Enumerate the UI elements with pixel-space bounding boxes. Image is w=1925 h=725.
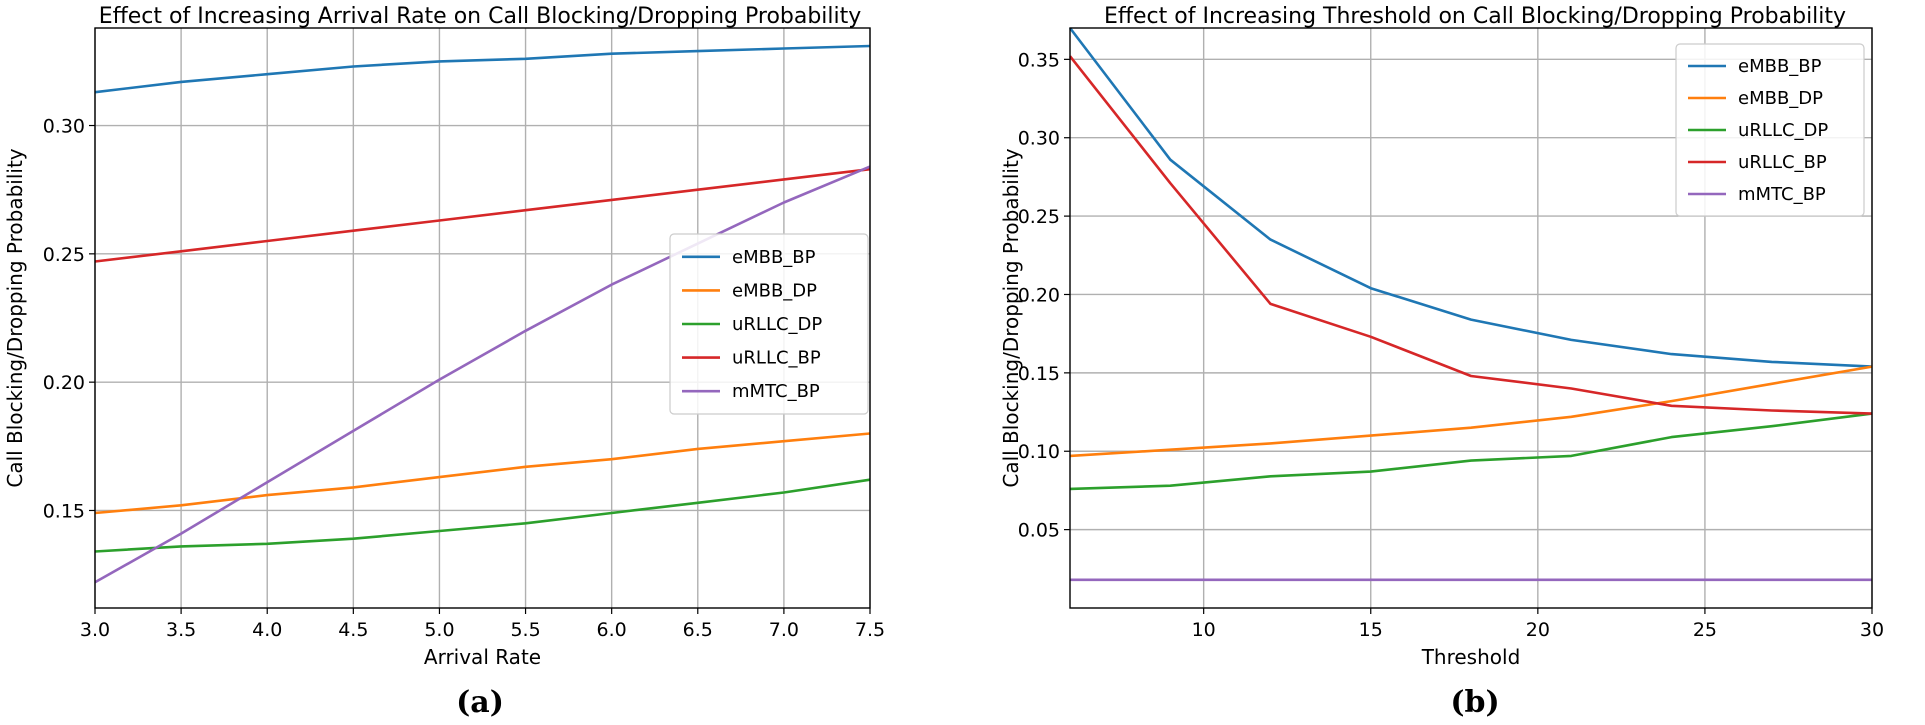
y-tick-label: 0.05 <box>1018 520 1060 542</box>
x-axis-label: Arrival Rate <box>424 645 541 669</box>
x-tick-label: 7.5 <box>855 619 885 641</box>
series-line-eMBB_BP <box>1068 27 1873 368</box>
figure-caption: (b) <box>1450 685 1499 720</box>
legend-label: eMBB_BP <box>732 247 816 268</box>
plot-frame <box>94 27 871 609</box>
plot-frame <box>1069 27 1873 609</box>
y-tick-label: 0.25 <box>43 244 85 266</box>
legend-label: uRLLC_DP <box>732 314 822 335</box>
legend-label: eMBB_BP <box>1738 56 1822 77</box>
x-tick-label: 6.0 <box>597 619 627 641</box>
series-line-uRLLC_DP <box>94 478 871 553</box>
y-tick-label: 0.15 <box>43 500 85 522</box>
x-tick-label: 10 <box>1192 619 1216 641</box>
legend-label: uRLLC_DP <box>1738 120 1828 141</box>
y-tick-label: 0.20 <box>1018 284 1060 306</box>
series-line-eMBB_DP <box>94 432 871 515</box>
series-line-mMTC_BP <box>94 165 871 584</box>
y-tick-label: 0.25 <box>1018 206 1060 228</box>
legend-label: uRLLC_BP <box>732 348 821 369</box>
series-line-eMBB_DP <box>1069 365 1873 458</box>
x-tick-label: 20 <box>1526 619 1550 641</box>
y-tick-label: 0.30 <box>43 116 85 138</box>
x-tick-label: 7.0 <box>769 619 799 641</box>
chart-title: Effect of Increasing Arrival Rate on Cal… <box>99 4 862 29</box>
y-tick-label: 0.30 <box>1018 128 1060 150</box>
y-axis-label: Call Blocking/Dropping Probability <box>3 148 27 487</box>
x-tick-label: 25 <box>1693 619 1717 641</box>
chart-title: Effect of Increasing Threshold on Call B… <box>1104 4 1846 29</box>
legend-label: uRLLC_BP <box>1738 152 1827 173</box>
y-tick-label: 0.15 <box>1018 363 1060 385</box>
x-tick-label: 30 <box>1860 619 1884 641</box>
x-tick-label: 15 <box>1359 619 1383 641</box>
legend-label: eMBB_DP <box>732 280 817 301</box>
series-line-uRLLC_BP <box>94 167 871 263</box>
x-axis-label: Threshold <box>1421 645 1521 669</box>
legend-box <box>1675 43 1865 217</box>
y-axis-label: Call Blocking/Dropping Probability <box>999 148 1023 487</box>
series-line-uRLLC_BP <box>1068 55 1873 415</box>
legend-label: mMTC_BP <box>1738 184 1826 205</box>
chart-b: 10 15 20 25 30 0.05 0.10 0.15 0.20 0.25 0.30 0.35 Ef… <box>999 4 1884 720</box>
chart-a: 3.0 3.5 4.0 4.5 5.0 5.5 6.0 6.5 7.0 7.5 0.15 0.20 0.… <box>3 4 885 720</box>
series-line-eMBB_BP <box>94 44 871 94</box>
y-tick-label: 0.35 <box>1018 49 1060 71</box>
series-line-uRLLC_DP <box>1069 412 1873 491</box>
x-tick-label: 5.5 <box>510 619 540 641</box>
x-tick-label: 4.5 <box>338 619 368 641</box>
y-tick-label: 0.20 <box>43 372 85 394</box>
legend: eMBB_BP eMBB_DP uRLLC_DP uRLLC_BP mMTC_BP <box>669 233 869 415</box>
x-tick-label: 3.0 <box>80 619 110 641</box>
x-tick-label: 3.5 <box>166 619 196 641</box>
legend-box <box>669 233 869 415</box>
legend: eMBB_BP eMBB_DP uRLLC_DP uRLLC_BP mMTC_BP <box>1675 43 1865 217</box>
legend-label: mMTC_BP <box>732 381 820 402</box>
legend-label: eMBB_DP <box>1738 88 1823 109</box>
x-tick-label: 4.0 <box>252 619 282 641</box>
x-tick-label: 5.0 <box>424 619 454 641</box>
y-tick-label: 0.10 <box>1018 441 1060 463</box>
figure-caption: (a) <box>456 685 504 720</box>
x-tick-label: 6.5 <box>683 619 713 641</box>
